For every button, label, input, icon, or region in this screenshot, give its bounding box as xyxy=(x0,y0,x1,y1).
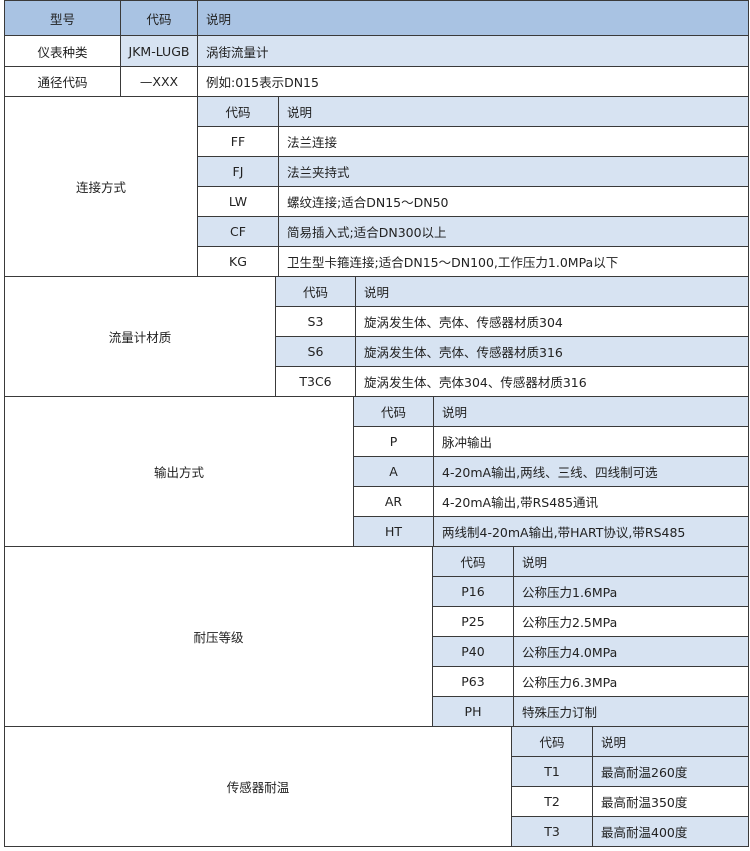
row-label: 仪表种类 xyxy=(4,35,121,67)
option-code: T1 xyxy=(511,756,593,787)
option-desc: 螺纹连接;适合DN15～DN50 xyxy=(278,186,749,217)
option-desc: 简易插入式;适合DN300以上 xyxy=(278,216,749,247)
sub-code-header: 代码 xyxy=(511,726,593,757)
option-code: P16 xyxy=(432,576,514,607)
option-code: HT xyxy=(353,516,434,547)
option-desc: 公称压力6.3MPa xyxy=(513,666,749,697)
code-header: 代码 xyxy=(120,0,198,36)
option-desc: 脉冲输出 xyxy=(433,426,749,457)
type-header: 型号 xyxy=(4,0,121,36)
row-code: —XXX xyxy=(120,66,198,97)
option-code: AR xyxy=(353,486,434,517)
option-desc: 最高耐温260度 xyxy=(592,756,749,787)
sub-code-header: 代码 xyxy=(353,396,434,427)
option-desc: 公称压力4.0MPa xyxy=(513,636,749,667)
option-code: P xyxy=(353,426,434,457)
option-desc: 公称压力2.5MPa xyxy=(513,606,749,637)
option-code: P40 xyxy=(432,636,514,667)
row-desc: 例如:015表示DN15 xyxy=(197,66,749,97)
option-code: T2 xyxy=(511,786,593,817)
option-desc: 公称压力1.6MPa xyxy=(513,576,749,607)
option-desc: 旋涡发生体、壳体、传感器材质304 xyxy=(355,306,749,337)
sub-desc-header: 说明 xyxy=(592,726,749,757)
row-code: JKM-LUGB xyxy=(120,35,198,67)
sub-code-header: 代码 xyxy=(275,276,356,307)
section-label: 输出方式 xyxy=(4,396,354,547)
option-desc: 最高耐温350度 xyxy=(592,786,749,817)
sub-code-header: 代码 xyxy=(197,96,279,127)
option-code: KG xyxy=(197,246,279,277)
sub-desc-header: 说明 xyxy=(355,276,749,307)
option-desc: 卫生型卡箍连接;适合DN15～DN100,工作压力1.0MPa以下 xyxy=(278,246,749,277)
option-desc: 最高耐温400度 xyxy=(592,816,749,847)
option-code: LW xyxy=(197,186,279,217)
option-desc: 法兰连接 xyxy=(278,126,749,157)
option-code: PH xyxy=(432,696,514,727)
option-desc: 4-20mA输出,两线、三线、四线制可选 xyxy=(433,456,749,487)
option-code: P25 xyxy=(432,606,514,637)
option-code: T3 xyxy=(511,816,593,847)
option-code: A xyxy=(353,456,434,487)
sub-desc-header: 说明 xyxy=(433,396,749,427)
option-code: S3 xyxy=(275,306,356,337)
row-desc: 涡街流量计 xyxy=(197,35,749,67)
option-code: CF xyxy=(197,216,279,247)
section-label: 耐压等级 xyxy=(4,546,433,727)
sub-desc-header: 说明 xyxy=(278,96,749,127)
option-code: FJ xyxy=(197,156,279,187)
option-desc: 特殊压力订制 xyxy=(513,696,749,727)
section-label: 流量计材质 xyxy=(4,276,276,397)
row-label: 通径代码 xyxy=(4,66,121,97)
option-desc: 法兰夹持式 xyxy=(278,156,749,187)
option-code: FF xyxy=(197,126,279,157)
option-code: T3C6 xyxy=(275,366,356,397)
option-desc: 两线制4-20mA输出,带HART协议,带RS485 xyxy=(433,516,749,547)
option-desc: 旋涡发生体、壳体、传感器材质316 xyxy=(355,336,749,367)
option-desc: 4-20mA输出,带RS485通讯 xyxy=(433,486,749,517)
option-desc: 旋涡发生体、壳体304、传感器材质316 xyxy=(355,366,749,397)
sub-desc-header: 说明 xyxy=(513,546,749,577)
section-label: 传感器耐温 xyxy=(4,726,512,847)
sub-code-header: 代码 xyxy=(432,546,514,577)
option-code: S6 xyxy=(275,336,356,367)
desc-header: 说明 xyxy=(197,0,749,36)
section-label: 连接方式 xyxy=(4,96,198,277)
option-code: P63 xyxy=(432,666,514,697)
